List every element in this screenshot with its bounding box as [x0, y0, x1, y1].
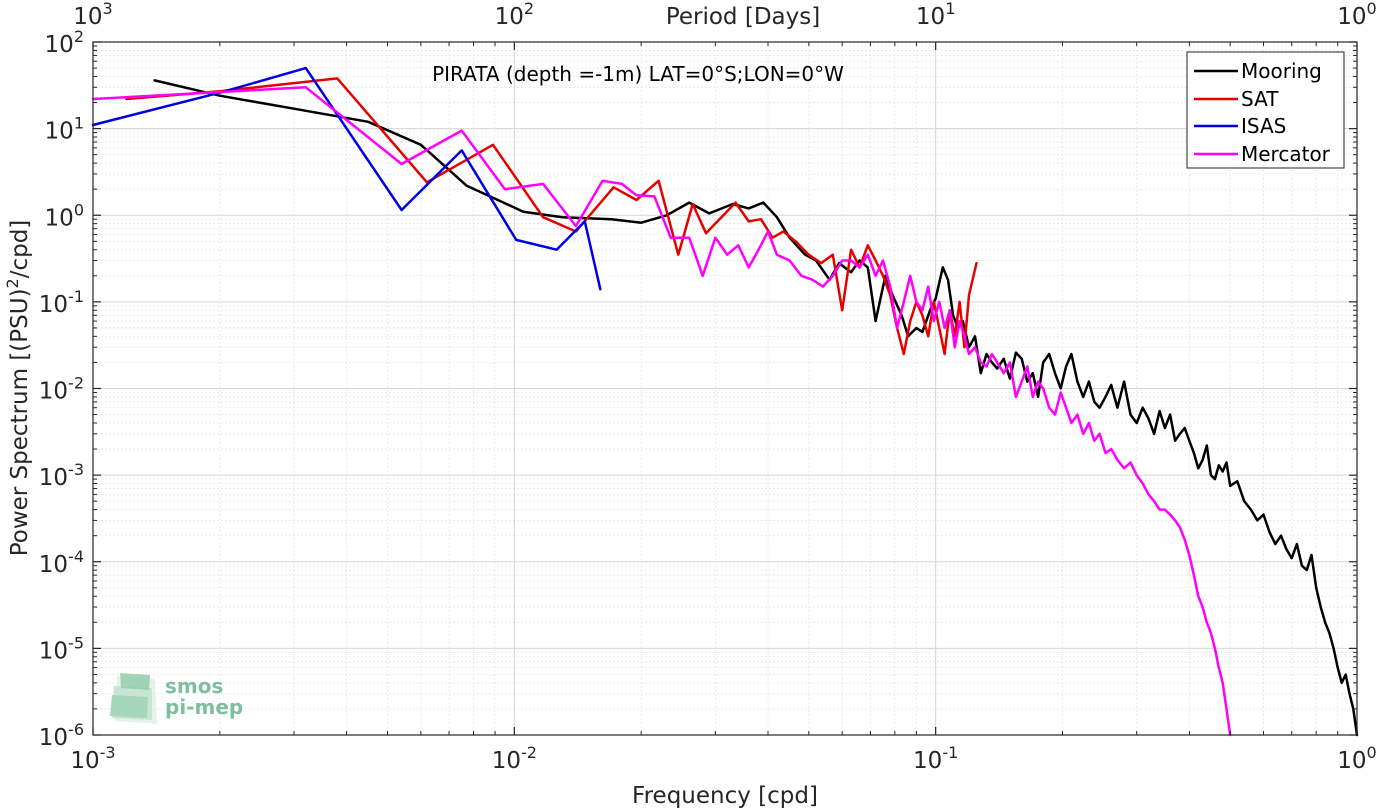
x-tick-label: 10-1 [913, 743, 958, 774]
x-tick-exponent: -1 [942, 743, 958, 762]
y-tick-label: 102 [45, 27, 84, 58]
y-tick-base: 10 [39, 292, 68, 318]
y-tick-base: 10 [45, 32, 74, 58]
x-tick-base: 10 [1337, 748, 1366, 774]
y-axis-label-main: Power Spectrum [(PSU) [7, 288, 33, 556]
y-axis-label-tail: /cpd] [7, 220, 33, 279]
y-tick-exponent: -3 [68, 460, 84, 479]
top-tick-base: 10 [73, 4, 102, 30]
y-tick-label: 10-4 [39, 547, 84, 578]
y-tick-base: 10 [39, 725, 68, 751]
logo-text-line2: pi-mep [165, 695, 243, 719]
top-tick-label: 100 [1337, 0, 1376, 30]
top-tick-exponent: 2 [524, 0, 534, 18]
top-axis-label: Period [Days] [666, 4, 820, 30]
y-tick-exponent: -2 [68, 374, 84, 393]
y-tick-label: 101 [45, 114, 84, 145]
y-tick-exponent: 1 [74, 114, 84, 133]
y-tick-exponent: -1 [68, 287, 84, 306]
legend: Mooring SAT ISAS Mercator [1186, 51, 1345, 169]
top-tick-exponent: 1 [945, 0, 955, 18]
series-line-isas [91, 66, 602, 291]
minor-grid [93, 42, 1357, 735]
y-axis-label-superscript: 2 [3, 278, 22, 288]
top-axis-tick-labels: 103 102 101 100 [73, 0, 1376, 30]
y-tick-label: 10-5 [39, 633, 84, 664]
legend-label-sat: SAT [1241, 87, 1279, 111]
top-tick-base: 10 [1337, 4, 1366, 30]
top-tick-label: 103 [73, 0, 112, 30]
x-tick-base: 10 [913, 748, 942, 774]
top-tick-base: 10 [495, 4, 524, 30]
x-tick-base: 10 [492, 748, 521, 774]
series-line-mercator [91, 86, 1232, 737]
smos-pi-mep-logo: smos pi-mep [110, 673, 243, 724]
y-tick-base: 10 [39, 638, 68, 664]
y-tick-label: 10-2 [39, 374, 84, 405]
y-tick-base: 10 [39, 379, 68, 405]
series-layer [91, 66, 1359, 737]
x-tick-label: 100 [1337, 743, 1376, 774]
top-tick-exponent: 3 [103, 0, 113, 18]
top-tick-base: 10 [916, 4, 945, 30]
x-tick-label: 10-3 [70, 743, 115, 774]
x-tick-label: 10-2 [492, 743, 537, 774]
x-tick-exponent: -2 [521, 743, 537, 762]
y-tick-base: 10 [45, 205, 74, 231]
y-tick-base: 10 [45, 119, 74, 145]
x-axis-label: Frequency [cpd] [632, 783, 818, 809]
y-tick-base: 10 [39, 465, 68, 491]
y-tick-exponent: -4 [68, 547, 84, 566]
x-tick-labels: 10-3 10-2 10-1 100 [70, 743, 1376, 774]
y-tick-base: 10 [39, 552, 68, 578]
y-axis-label: Power Spectrum [(PSU)2/cpd] [3, 220, 33, 557]
y-tick-label: 10-3 [39, 460, 84, 491]
y-tick-label: 100 [45, 200, 84, 231]
y-tick-exponent: -6 [68, 720, 84, 739]
legend-label-isas: ISAS [1241, 114, 1286, 138]
y-tick-exponent: 0 [74, 200, 84, 219]
logo-text-line1: smos [165, 674, 223, 698]
series-line-sat [125, 77, 978, 356]
top-tick-label: 101 [916, 0, 955, 30]
x-tick-base: 10 [70, 748, 99, 774]
top-tick-exponent: 0 [1367, 0, 1377, 18]
y-tick-label: 10-6 [39, 720, 84, 751]
y-tick-exponent: 2 [74, 27, 84, 46]
logo-mark-icon [110, 673, 157, 724]
x-tick-exponent: 0 [1367, 743, 1377, 762]
x-tick-exponent: -3 [100, 743, 116, 762]
legend-label-mercator: Mercator [1241, 142, 1331, 166]
y-tick-label: 10-1 [39, 287, 84, 318]
legend-label-mooring: Mooring [1241, 59, 1322, 83]
chart-title: PIRATA (depth =-1m) LAT=0°S;LON=0°W [432, 62, 844, 86]
y-tick-exponent: -5 [68, 633, 84, 652]
tick-marks [92, 41, 1358, 736]
top-tick-label: 102 [495, 0, 534, 30]
